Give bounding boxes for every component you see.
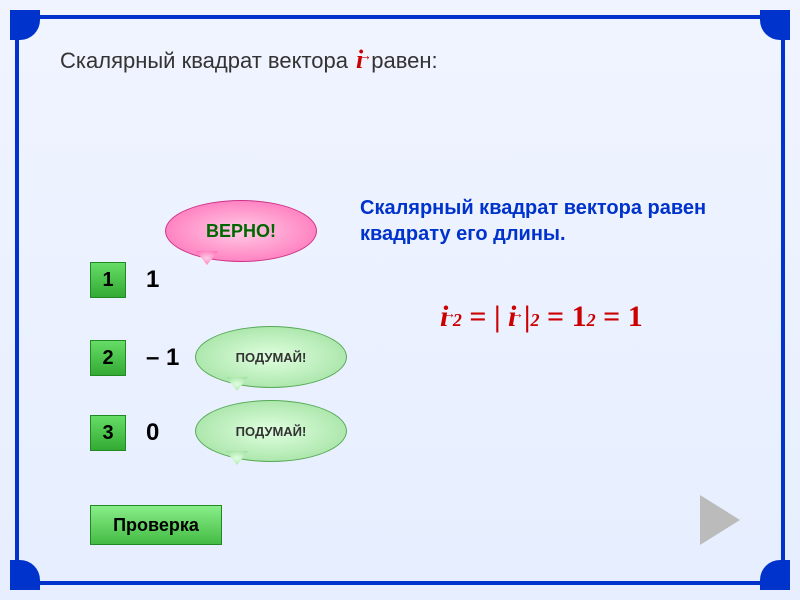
- formula-part: = 1: [596, 300, 643, 334]
- check-button[interactable]: Проверка: [90, 505, 222, 545]
- feedback-bubble-wrong: ПОДУМАЙ!: [195, 326, 347, 388]
- formula-vector: i: [440, 300, 448, 334]
- next-arrow-icon[interactable]: [700, 495, 740, 545]
- border-frame: [15, 15, 785, 585]
- option-row: 1 1: [90, 262, 196, 298]
- vector-arrow-icon: [358, 37, 372, 45]
- explanation-text: Скалярный квадрат вектора равен квадрату…: [360, 195, 760, 247]
- question-prefix: Скалярный квадрат вектора: [60, 48, 348, 74]
- feedback-text: ВЕРНО!: [206, 221, 276, 242]
- question-suffix: равен:: [371, 48, 437, 74]
- option-number-button[interactable]: 3: [90, 415, 126, 451]
- exponent: 2: [531, 310, 540, 331]
- option-value: 0: [146, 419, 196, 447]
- feedback-text: ПОДУМАЙ!: [236, 350, 307, 365]
- option-row: 2 – 1: [90, 340, 196, 376]
- formula-part: = |: [462, 300, 508, 334]
- vector-arrow-icon: [510, 292, 524, 300]
- vector-arrow-icon: [442, 292, 456, 300]
- option-value: 1: [146, 266, 196, 294]
- feedback-text: ПОДУМАЙ!: [236, 424, 307, 439]
- feedback-bubble-correct: ВЕРНО!: [165, 200, 317, 262]
- option-number-button[interactable]: 1: [90, 262, 126, 298]
- option-row: 3 0: [90, 415, 196, 451]
- formula-vector: i: [508, 300, 516, 334]
- formula-part: = 1: [540, 300, 587, 334]
- slide: Скалярный квадрат вектора i равен: ВЕРНО…: [0, 0, 800, 600]
- question-text: Скалярный квадрат вектора i равен:: [60, 45, 438, 75]
- exponent: 2: [587, 310, 596, 331]
- option-value: – 1: [146, 344, 196, 372]
- vector-symbol: i: [356, 45, 363, 75]
- formula: i 2 = | i | 2 = 1 2 = 1: [440, 300, 643, 334]
- feedback-bubble-wrong: ПОДУМАЙ!: [195, 400, 347, 462]
- option-number-button[interactable]: 2: [90, 340, 126, 376]
